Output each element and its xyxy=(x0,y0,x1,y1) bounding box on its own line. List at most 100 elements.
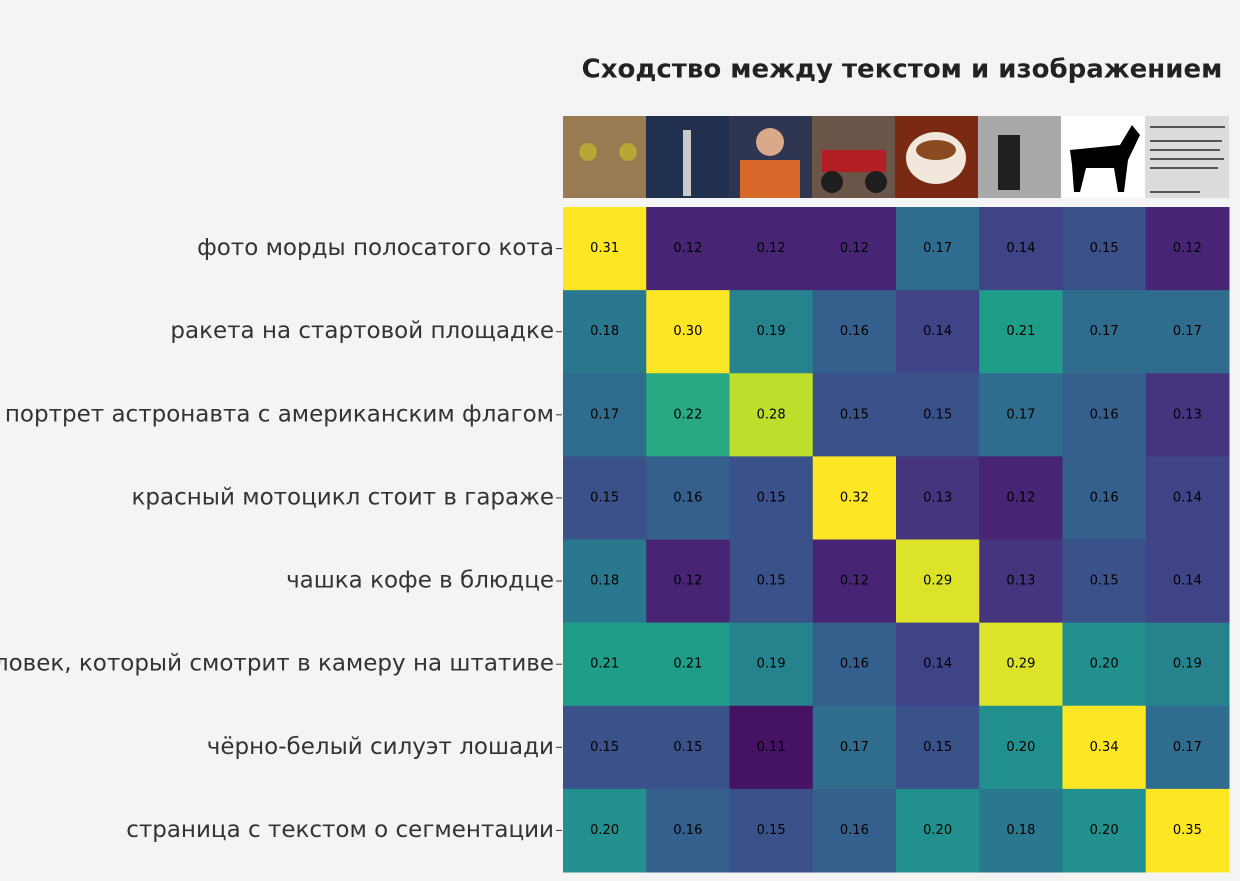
heatmap-cell xyxy=(1145,539,1230,624)
heatmap-cell xyxy=(646,788,730,873)
value-label: 0.21 xyxy=(673,657,702,672)
value-label: 0.15 xyxy=(840,407,869,422)
value-label: 0.16 xyxy=(840,823,869,838)
y-tick-label: человек, который смотрит в камеру на шта… xyxy=(0,651,554,677)
heatmap-cell xyxy=(563,207,647,291)
value-label: 0.18 xyxy=(590,574,619,589)
heatmap-cell xyxy=(979,456,1063,540)
value-label: 0.12 xyxy=(673,574,702,589)
heatmap-cell xyxy=(1062,622,1147,707)
value-label: 0.22 xyxy=(673,407,702,422)
value-label: 0.30 xyxy=(673,324,702,339)
heatmap-cell xyxy=(646,373,730,457)
heatmap-cell xyxy=(646,207,730,291)
heatmap-cell xyxy=(563,788,647,873)
thumbnail-detail xyxy=(865,171,887,193)
thumbnail-detail xyxy=(822,150,886,172)
heatmap-cell xyxy=(896,207,980,291)
heatmap-cell xyxy=(812,705,897,790)
value-label: 0.21 xyxy=(590,657,619,672)
heatmap-cell xyxy=(812,207,897,291)
thumbnail-detail xyxy=(619,143,637,161)
heatmap-cell xyxy=(729,290,814,374)
value-label: 0.21 xyxy=(1006,324,1035,339)
value-label: 0.17 xyxy=(923,241,952,256)
heatmap-cell xyxy=(896,373,980,457)
value-label: 0.17 xyxy=(590,407,619,422)
value-label: 0.19 xyxy=(757,324,786,339)
heatmap-cell xyxy=(979,290,1063,374)
heatmap-cell xyxy=(563,705,647,790)
heatmap-cell xyxy=(896,622,980,707)
value-label: 0.16 xyxy=(1090,407,1119,422)
heatmap-cell xyxy=(1145,290,1230,374)
value-label: 0.18 xyxy=(1006,823,1035,838)
value-label: 0.18 xyxy=(590,324,619,339)
value-label: 0.17 xyxy=(840,740,869,755)
value-label: 0.19 xyxy=(757,657,786,672)
value-label: 0.17 xyxy=(1006,407,1035,422)
heatmap-cell xyxy=(812,539,897,624)
value-label: 0.13 xyxy=(1006,574,1035,589)
heatmap-cell xyxy=(896,290,980,374)
value-label: 0.29 xyxy=(923,574,952,589)
thumbnails xyxy=(563,116,1229,198)
value-label: 0.15 xyxy=(757,490,786,505)
value-label: 0.34 xyxy=(1090,740,1119,755)
heatmap-cell xyxy=(979,705,1063,790)
value-label: 0.15 xyxy=(923,740,952,755)
heatmap-cell xyxy=(979,373,1063,457)
value-label: 0.16 xyxy=(673,490,702,505)
value-label: 0.20 xyxy=(1090,657,1119,672)
heatmap-cell xyxy=(1062,788,1147,873)
value-label: 0.32 xyxy=(840,490,869,505)
heatmap-cell xyxy=(1062,705,1147,790)
y-tick-label: красный мотоцикл стоит в гараже xyxy=(132,484,554,510)
heatmap-cell xyxy=(729,207,814,291)
heatmap-cell xyxy=(979,207,1063,291)
value-label: 0.12 xyxy=(840,574,869,589)
value-label: 0.31 xyxy=(590,241,619,256)
thumbnail-detail xyxy=(916,140,956,160)
heatmap-cell xyxy=(1062,373,1147,457)
value-label: 0.15 xyxy=(757,823,786,838)
value-label: 0.28 xyxy=(757,407,786,422)
heatmap-cell xyxy=(729,456,814,540)
value-label: 0.17 xyxy=(1173,324,1202,339)
value-label: 0.15 xyxy=(757,574,786,589)
heatmap-cell xyxy=(896,788,980,873)
value-label: 0.12 xyxy=(757,241,786,256)
thumbnail-detail xyxy=(1150,126,1225,193)
heatmap-cell xyxy=(1145,373,1230,457)
heatmap-cell xyxy=(812,788,897,873)
y-tick-label: чёрно-белый силуэт лошади xyxy=(207,734,554,760)
value-label: 0.13 xyxy=(1173,407,1202,422)
heatmap-cell xyxy=(729,539,814,624)
value-label: 0.20 xyxy=(590,823,619,838)
value-label: 0.15 xyxy=(673,740,702,755)
value-label: 0.15 xyxy=(590,740,619,755)
thumbnail-detail xyxy=(821,171,843,193)
y-tick-label: портрет астронавта с американским флагом xyxy=(5,401,554,427)
value-label: 0.19 xyxy=(1173,657,1202,672)
value-label: 0.15 xyxy=(1090,574,1119,589)
value-label: 0.12 xyxy=(673,241,702,256)
heatmap-cell xyxy=(1062,207,1147,291)
heatmap-cell xyxy=(563,622,647,707)
value-label: 0.15 xyxy=(923,407,952,422)
heatmap-cell xyxy=(563,456,647,540)
heatmap-cell xyxy=(646,290,730,374)
heatmap-cell xyxy=(1145,622,1230,707)
y-tick-label: страница с текстом о сегментации xyxy=(126,817,554,843)
value-label: 0.20 xyxy=(1006,740,1035,755)
value-label: 0.16 xyxy=(1090,490,1119,505)
heatmap-cell xyxy=(1145,788,1230,873)
heatmap-cell xyxy=(729,622,814,707)
value-label: 0.14 xyxy=(1173,490,1202,505)
value-label: 0.17 xyxy=(1173,740,1202,755)
value-label: 0.20 xyxy=(1090,823,1119,838)
heatmap-cell xyxy=(563,539,647,624)
thumbnail-detail xyxy=(998,135,1020,190)
thumbnail-detail xyxy=(756,128,784,156)
heatmap-cell xyxy=(896,539,980,624)
